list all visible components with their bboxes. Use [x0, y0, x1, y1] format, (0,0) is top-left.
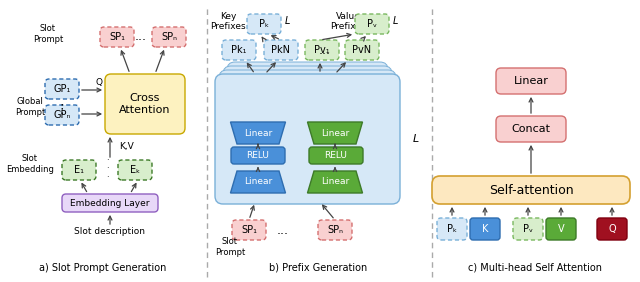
Text: PvN: PvN — [353, 45, 372, 55]
Polygon shape — [230, 171, 285, 193]
Text: K,V: K,V — [118, 142, 133, 151]
Text: Linear: Linear — [321, 177, 349, 186]
Text: Linear: Linear — [244, 177, 272, 186]
FancyBboxPatch shape — [355, 14, 389, 34]
Text: E₁: E₁ — [74, 165, 84, 175]
FancyBboxPatch shape — [215, 74, 400, 204]
FancyBboxPatch shape — [219, 70, 396, 200]
Text: Slot
Prompt: Slot Prompt — [33, 24, 63, 44]
Text: Eₖ: Eₖ — [130, 165, 140, 175]
Text: Pₖ: Pₖ — [259, 19, 269, 29]
Text: SPₙ: SPₙ — [161, 32, 177, 42]
Text: ⋮: ⋮ — [56, 103, 68, 116]
FancyBboxPatch shape — [62, 160, 96, 180]
Text: Pk₁: Pk₁ — [231, 45, 247, 55]
Text: Pᵥ: Pᵥ — [367, 19, 377, 29]
Text: RELU: RELU — [246, 151, 269, 160]
Text: Linear: Linear — [321, 129, 349, 138]
Polygon shape — [307, 122, 362, 144]
Text: Linear: Linear — [244, 129, 272, 138]
FancyBboxPatch shape — [247, 14, 281, 34]
Text: ...: ... — [319, 43, 331, 56]
Text: Slot description: Slot description — [74, 228, 145, 237]
Text: Pv₁: Pv₁ — [314, 45, 330, 55]
Text: GP₁: GP₁ — [53, 84, 70, 94]
Text: L: L — [413, 134, 419, 144]
FancyBboxPatch shape — [264, 40, 298, 60]
Text: L: L — [284, 16, 290, 26]
Text: Q: Q — [95, 78, 102, 87]
Text: Pᵥ: Pᵥ — [523, 224, 533, 234]
FancyBboxPatch shape — [437, 218, 467, 240]
FancyBboxPatch shape — [232, 220, 266, 240]
Text: Linear: Linear — [513, 76, 548, 86]
Polygon shape — [230, 122, 285, 144]
Text: Embedding Layer: Embedding Layer — [70, 199, 150, 208]
FancyBboxPatch shape — [45, 79, 79, 99]
Text: Cross
Attention: Cross Attention — [119, 93, 171, 115]
Text: Pₖ: Pₖ — [447, 224, 457, 234]
FancyBboxPatch shape — [496, 116, 566, 142]
Text: Global
Prompt: Global Prompt — [15, 97, 45, 117]
Text: c) Multi-head Self Attention: c) Multi-head Self Attention — [468, 263, 602, 273]
FancyBboxPatch shape — [496, 68, 566, 94]
Text: Slot
Embedding: Slot Embedding — [6, 154, 54, 174]
FancyBboxPatch shape — [345, 40, 379, 60]
FancyBboxPatch shape — [597, 218, 627, 240]
FancyBboxPatch shape — [222, 40, 256, 60]
FancyBboxPatch shape — [309, 147, 363, 164]
FancyBboxPatch shape — [100, 27, 134, 47]
Polygon shape — [307, 171, 362, 193]
Text: SP₁: SP₁ — [241, 225, 257, 235]
Text: GPₙ: GPₙ — [53, 110, 70, 120]
FancyBboxPatch shape — [318, 220, 352, 240]
Text: b) Prefix Generation: b) Prefix Generation — [269, 263, 367, 273]
Text: PkN: PkN — [271, 45, 291, 55]
Text: SPₙ: SPₙ — [327, 225, 343, 235]
Text: V: V — [557, 224, 564, 234]
FancyBboxPatch shape — [305, 40, 339, 60]
Text: RELU: RELU — [324, 151, 348, 160]
Text: Q: Q — [608, 224, 616, 234]
Text: K: K — [482, 224, 488, 234]
FancyBboxPatch shape — [546, 218, 576, 240]
Text: Value
Prefixes: Value Prefixes — [330, 12, 366, 31]
FancyBboxPatch shape — [513, 218, 543, 240]
FancyBboxPatch shape — [223, 66, 392, 196]
Text: L: L — [392, 16, 397, 26]
Text: Concat: Concat — [511, 124, 550, 134]
Text: Self-attention: Self-attention — [489, 184, 573, 197]
Text: Key
Prefixes: Key Prefixes — [210, 12, 246, 31]
FancyBboxPatch shape — [231, 147, 285, 164]
Text: ...: ... — [135, 30, 147, 43]
FancyBboxPatch shape — [432, 176, 630, 204]
FancyBboxPatch shape — [470, 218, 500, 240]
Text: Slot
Prompt: Slot Prompt — [215, 237, 245, 257]
FancyBboxPatch shape — [45, 105, 79, 125]
Text: SP₁: SP₁ — [109, 32, 125, 42]
FancyBboxPatch shape — [105, 74, 185, 134]
FancyBboxPatch shape — [152, 27, 186, 47]
Text: ·
·
·: · · · — [106, 156, 108, 182]
Text: ...: ... — [277, 224, 289, 237]
FancyBboxPatch shape — [227, 62, 388, 192]
Text: a) Slot Prompt Generation: a) Slot Prompt Generation — [39, 263, 166, 273]
FancyBboxPatch shape — [62, 194, 158, 212]
FancyBboxPatch shape — [118, 160, 152, 180]
